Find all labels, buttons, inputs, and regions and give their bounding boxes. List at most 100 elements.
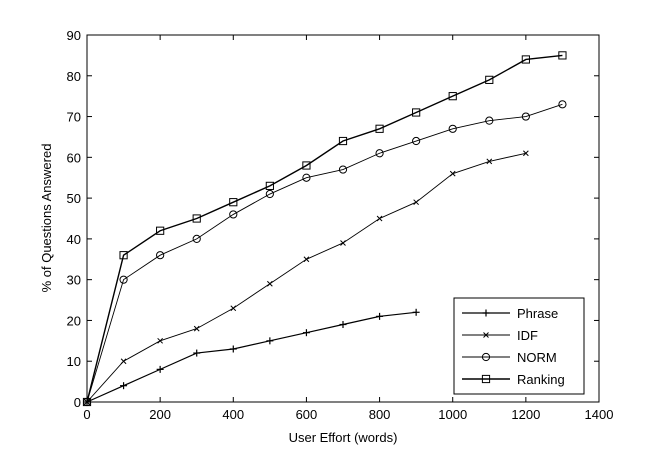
legend-label: NORM <box>517 350 557 365</box>
x-marker-b <box>523 150 529 157</box>
y-tick-label: 0 <box>74 395 81 410</box>
data-point <box>339 321 347 329</box>
data-point <box>485 116 494 125</box>
y-tick-label: 70 <box>67 110 81 125</box>
data-point <box>338 165 348 174</box>
data-point <box>523 150 529 157</box>
data-point <box>340 240 346 246</box>
data-point <box>449 170 456 177</box>
legend-item: IDF <box>462 328 538 343</box>
series-norm <box>82 100 567 407</box>
y-tick-label: 20 <box>67 313 81 328</box>
x-marker-b <box>483 332 489 338</box>
legend-marker <box>483 332 489 338</box>
x-tick-label: 0 <box>83 407 90 422</box>
data-point <box>521 112 530 121</box>
data-point <box>156 251 165 260</box>
data-point <box>267 280 273 287</box>
data-point <box>303 256 310 263</box>
data-point <box>120 358 127 365</box>
data-point <box>156 365 164 373</box>
data-point <box>412 108 421 117</box>
series-layer <box>82 51 567 407</box>
y-tick-label: 90 <box>67 28 81 43</box>
data-point <box>265 189 274 199</box>
y-tick-label: 60 <box>67 150 81 165</box>
data-point <box>448 92 457 101</box>
data-point <box>193 325 200 332</box>
data-point <box>375 149 384 158</box>
legend: Phrase IDF NORM Ranking <box>453 297 585 395</box>
data-point <box>376 312 384 320</box>
legend-label: IDF <box>517 328 538 343</box>
data-point <box>486 158 493 165</box>
legend-item: Phrase <box>462 306 558 321</box>
y-tick-label: 40 <box>67 232 81 247</box>
x-tick-label: 800 <box>369 407 391 422</box>
y-tick-label: 80 <box>67 69 81 84</box>
data-point <box>302 329 310 337</box>
data-point <box>302 161 311 170</box>
data-point <box>82 397 92 407</box>
data-point <box>448 124 457 133</box>
x-tick-label: 600 <box>296 407 318 422</box>
series-line <box>86 311 417 403</box>
x-tick-label: 1000 <box>438 407 467 422</box>
x-tick-label: 1400 <box>585 407 614 422</box>
data-point <box>266 337 274 345</box>
data-point <box>230 305 237 312</box>
x-marker-b <box>340 240 346 246</box>
y-tick-label: 10 <box>67 354 81 369</box>
data-point <box>338 136 348 146</box>
data-point <box>558 100 567 109</box>
data-point <box>302 173 311 182</box>
data-point <box>375 124 384 133</box>
x-marker-b <box>230 305 237 312</box>
data-point <box>192 234 201 243</box>
legend-marker <box>482 309 490 317</box>
y-axis-label: % of Questions Answered <box>39 144 54 293</box>
data-point <box>412 308 420 316</box>
x-tick-label: 400 <box>222 407 244 422</box>
data-point <box>157 337 163 344</box>
legend-box <box>453 297 585 395</box>
data-point <box>521 55 530 64</box>
legend-label: Ranking <box>517 372 565 387</box>
x-axis-label: User Effort (words) <box>289 430 398 445</box>
x-marker-b <box>486 158 493 165</box>
x-marker-b <box>303 256 310 263</box>
legend-label: Phrase <box>517 306 558 321</box>
data-point <box>413 199 419 206</box>
data-point <box>558 51 567 60</box>
x-tick-label: 1200 <box>511 407 540 422</box>
x-marker-b <box>376 215 383 222</box>
legend-marker <box>481 352 491 362</box>
data-point <box>485 75 494 84</box>
data-point <box>265 181 274 190</box>
x-marker-b <box>157 337 163 344</box>
data-point <box>119 251 128 260</box>
x-axis: 0 200 400 600 800 1000 1200 1400 <box>83 35 613 422</box>
series-ranking <box>82 51 567 407</box>
legend-marker <box>481 374 491 384</box>
y-tick-label: 50 <box>67 191 81 206</box>
legend-item: NORM <box>462 350 557 365</box>
x-marker-b <box>267 280 273 287</box>
x-marker-b <box>193 325 200 332</box>
data-point <box>412 136 421 146</box>
data-point <box>229 210 238 219</box>
data-point <box>192 214 201 223</box>
x-marker-b <box>449 170 456 177</box>
data-point <box>119 275 128 284</box>
x-tick-label: 200 <box>149 407 171 422</box>
legend-item: Ranking <box>462 372 565 387</box>
data-point <box>193 349 201 357</box>
data-point <box>376 215 383 222</box>
series-line <box>86 54 563 403</box>
data-point <box>156 226 165 235</box>
series-line <box>86 103 563 403</box>
data-point <box>229 345 237 353</box>
data-point <box>229 198 238 207</box>
y-axis: 0 10 20 30 40 50 60 70 80 90 <box>67 28 599 410</box>
